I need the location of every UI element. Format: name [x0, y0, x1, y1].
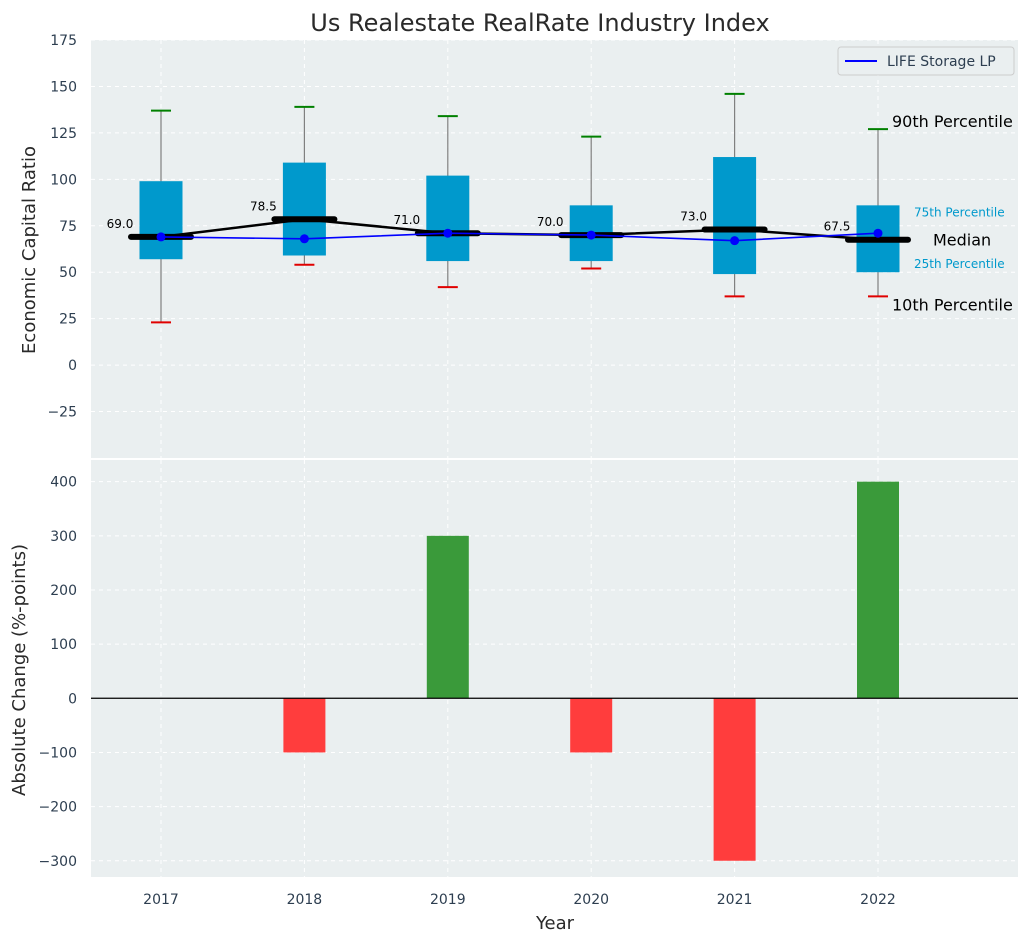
top-y-tick-label: 100: [50, 172, 77, 188]
x-tick-label: 2019: [430, 892, 466, 908]
legend-box: [837, 46, 1015, 76]
median-value-label: 70.0: [537, 215, 564, 229]
x-tick-label: 2022: [860, 892, 896, 908]
company-point-2022: [873, 228, 883, 238]
x-tick-label: 2020: [573, 892, 609, 908]
bottom-y-tick-label: 400: [50, 475, 77, 491]
x-tick-label: 2021: [717, 892, 753, 908]
change-bar-2021: [713, 698, 756, 861]
bottom-y-tick-label: 0: [68, 691, 77, 707]
iqr-box-2021: [713, 157, 757, 275]
top-y-tick-label: 0: [68, 358, 77, 374]
bottom-y-tick-label: 100: [50, 637, 77, 653]
top-y-tick-label: −25: [47, 405, 77, 421]
x-tick-label: 2018: [287, 892, 323, 908]
annotation-median: Median: [933, 231, 991, 250]
company-point-2019: [443, 228, 453, 238]
annotation-p25: 25th Percentile: [914, 257, 1005, 271]
top-y-tick-label: 50: [59, 265, 77, 281]
top-y-tick-label: 125: [50, 126, 77, 142]
median-value-label: 78.5: [250, 199, 277, 213]
annotation-p75: 75th Percentile: [914, 205, 1005, 219]
median-value-label: 73.0: [680, 209, 707, 223]
top-y-tick-label: 150: [50, 79, 77, 95]
iqr-box-2017: [139, 181, 183, 260]
median-value-label: 69.0: [107, 217, 134, 231]
median-value-label: 71.0: [393, 213, 420, 227]
bottom-y-axis-label: Absolute Change (%-points): [9, 544, 30, 796]
legend-label-company: LIFE Storage LP: [887, 54, 996, 70]
x-axis-label: Year: [535, 913, 575, 934]
change-bar-2018: [283, 698, 326, 753]
top-y-axis-label: Economic Capital Ratio: [19, 146, 40, 354]
chart-title: Us Realestate RealRate Industry Index: [310, 9, 769, 37]
iqr-box-2019: [426, 175, 470, 262]
bottom-y-tick-label: −200: [39, 800, 77, 816]
company-point-2017: [156, 232, 166, 242]
top-y-tick-label: 75: [59, 219, 77, 235]
change-bar-2019: [426, 535, 469, 699]
top-y-tick-label: 175: [50, 33, 77, 49]
company-point-2021: [730, 236, 740, 246]
company-line: [160, 232, 879, 242]
company-point-2020: [586, 230, 596, 240]
top-y-tick-label: 25: [59, 312, 77, 328]
change-bar-2020: [570, 698, 613, 753]
bottom-y-tick-label: 200: [50, 583, 77, 599]
median-value-label: 67.5: [824, 220, 851, 234]
x-tick-label: 2017: [143, 892, 179, 908]
change-bar-2022: [857, 481, 899, 699]
annotation-p90: 90th Percentile: [892, 112, 1013, 131]
annotation-p10: 10th Percentile: [892, 295, 1013, 314]
company-point-2018: [299, 234, 309, 244]
bottom-y-tick-label: 300: [50, 529, 77, 545]
bottom-y-tick-label: −100: [39, 745, 77, 761]
bottom-y-tick-label: −300: [39, 854, 77, 870]
